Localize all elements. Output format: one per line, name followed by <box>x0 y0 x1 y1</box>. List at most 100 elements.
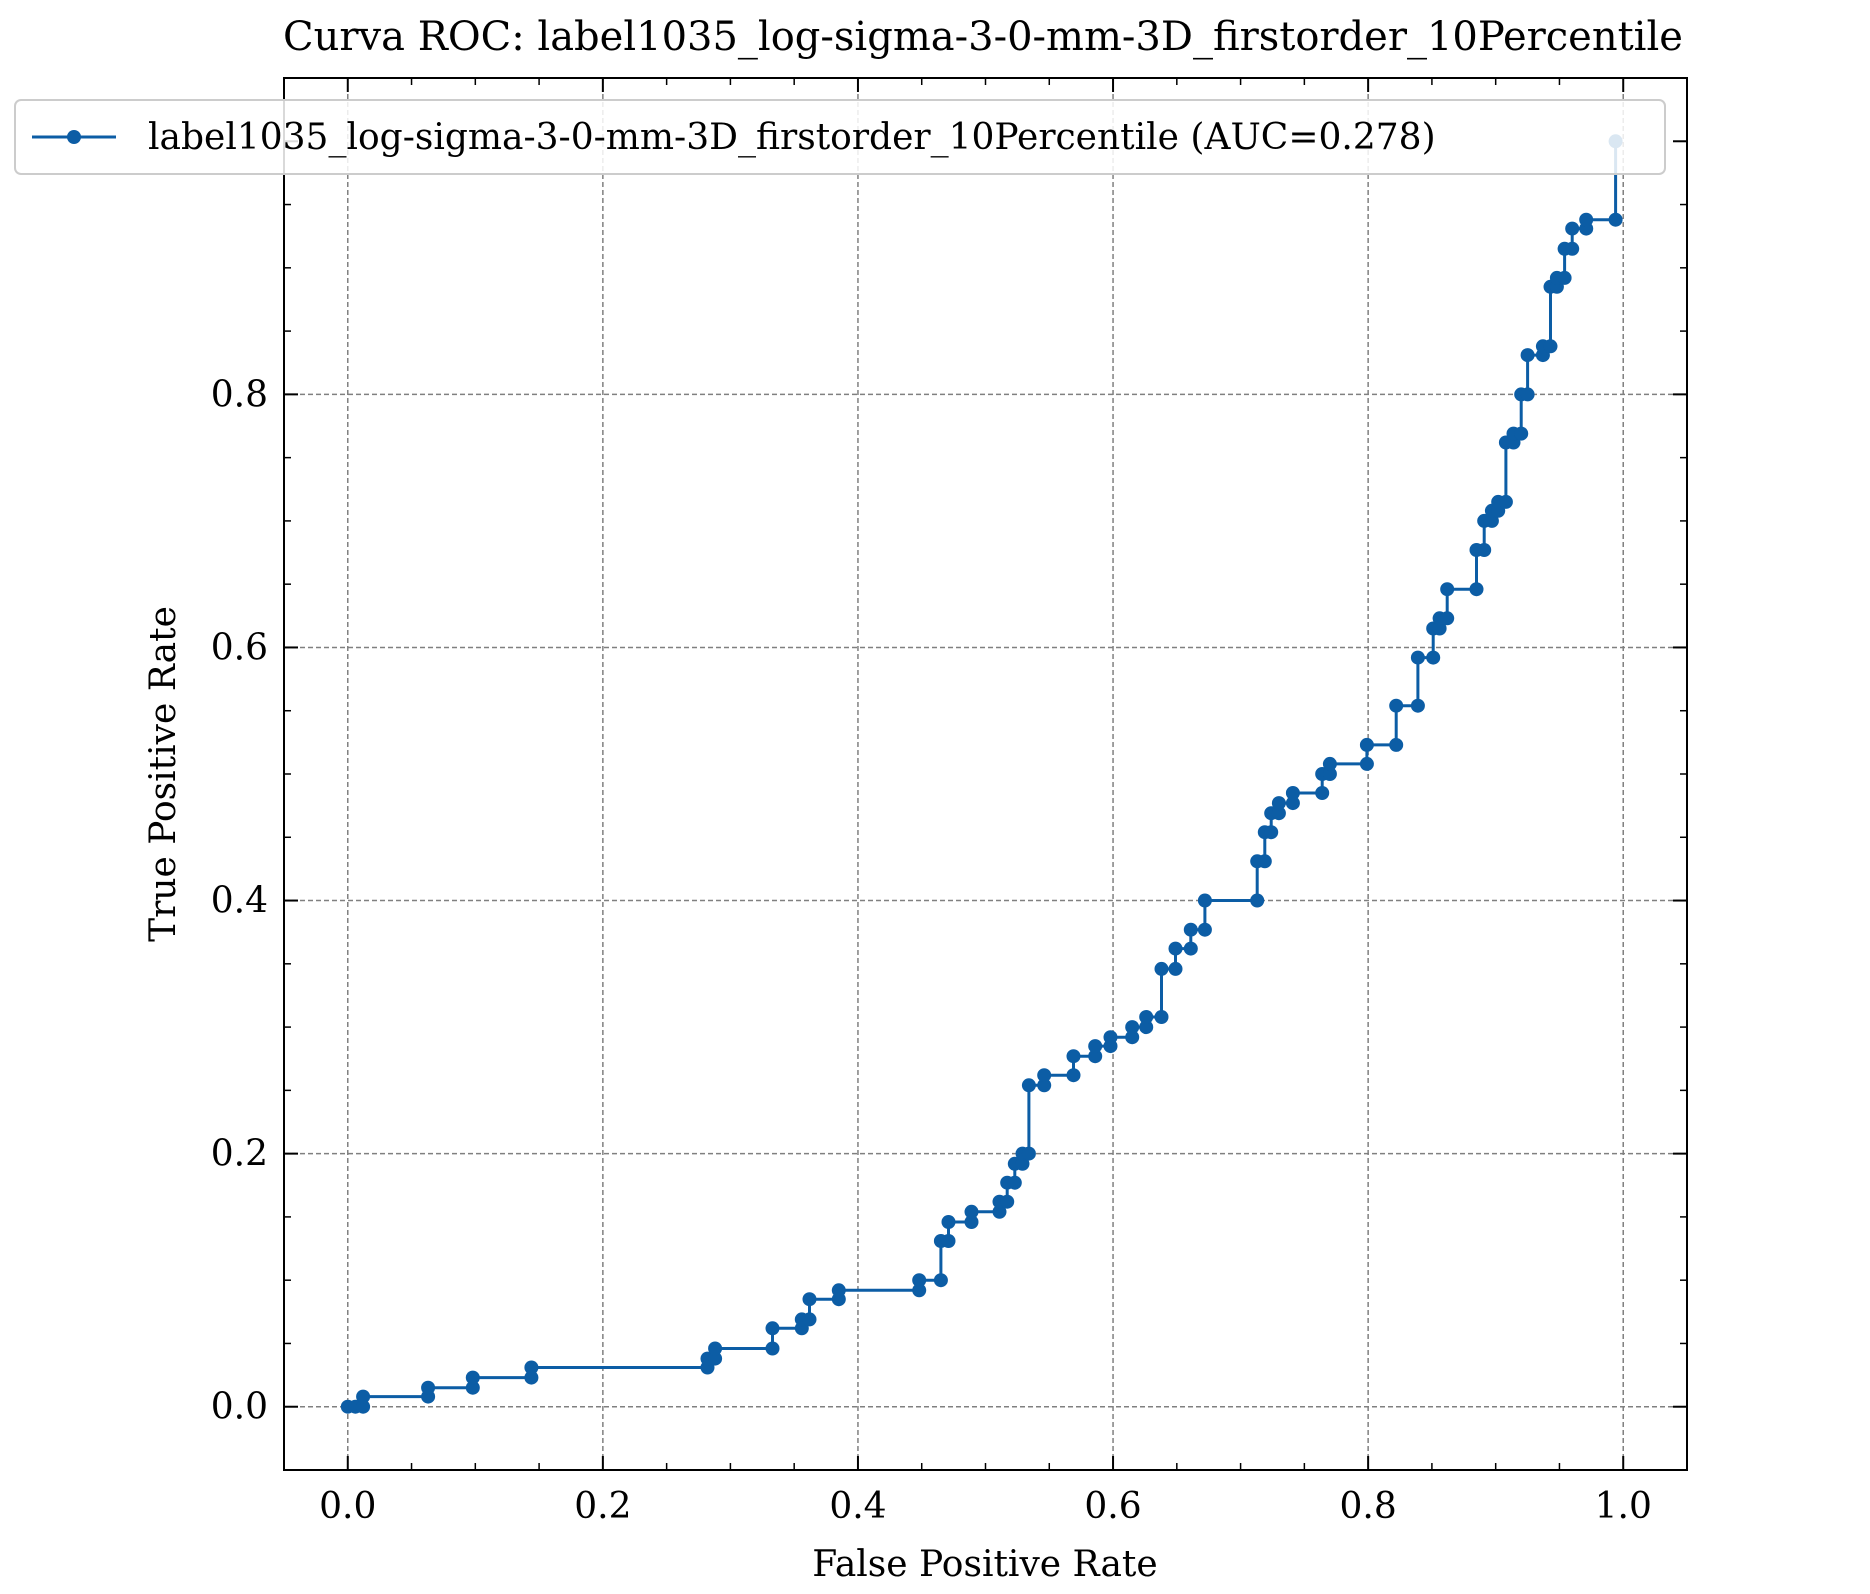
roc-curve-point <box>1565 221 1580 236</box>
roc-curve-point <box>765 1321 780 1336</box>
roc-curve-point <box>1257 854 1272 869</box>
roc-curve-point <box>765 1341 780 1356</box>
roc-curve-point <box>912 1273 927 1288</box>
x-tick-label: 0.6 <box>1084 1486 1141 1527</box>
roc-curve-point <box>1154 1010 1169 1024</box>
roc-curve-point <box>1440 582 1455 597</box>
roc-curve-point <box>1520 387 1535 402</box>
roc-curve-point <box>941 1234 956 1248</box>
roc-curve-point <box>941 1215 956 1229</box>
roc-curve-point <box>524 1360 539 1375</box>
roc-curve-point <box>1359 756 1374 771</box>
roc-curve-point <box>1139 1010 1154 1024</box>
x-tick-label: 0.0 <box>319 1486 376 1527</box>
roc-curve-point <box>1037 1068 1052 1083</box>
y-tick-label: 0.0 <box>211 1387 268 1428</box>
roc-curve-point <box>964 1215 979 1229</box>
roc-curve-point <box>1154 961 1169 976</box>
y-tick-label: 0.4 <box>211 881 268 922</box>
roc-curve-point <box>1322 767 1337 781</box>
legend: label1035_log-sigma-3-0-mm-3D_firstorder… <box>14 99 1666 175</box>
roc-curve-point <box>1426 650 1441 665</box>
legend-box <box>14 99 1666 175</box>
roc-curve-point <box>1359 737 1374 752</box>
roc-curve-point <box>1543 339 1558 354</box>
x-tick-labels: 0.0 0.2 0.4 0.6 0.8 1.0 <box>319 1486 1652 1527</box>
roc-curve-point <box>1557 270 1572 285</box>
y-axis-label: True Positive Rate <box>143 606 184 942</box>
roc-curve-point <box>1410 698 1425 713</box>
roc-curve-point <box>1037 1078 1052 1093</box>
plot-frame <box>283 77 1688 1471</box>
roc-curve-point <box>1066 1068 1081 1083</box>
roc-curve-point <box>1197 893 1212 908</box>
roc-curve-point <box>1477 543 1492 557</box>
roc-curve-point <box>1389 737 1404 752</box>
roc-curve-point <box>1021 1078 1036 1093</box>
chart-title: Curva ROC: label1035_log-sigma-3-0-mm-3D… <box>283 14 1683 60</box>
roc-curve-point <box>1183 922 1198 937</box>
x-tick-label: 1.0 <box>1595 1486 1652 1527</box>
roc-curve-point <box>1315 786 1330 800</box>
axis-ticks <box>284 77 1687 1471</box>
roc-curve-point <box>465 1380 480 1395</box>
roc-curve-point <box>1285 796 1300 811</box>
roc-curve-point <box>802 1292 817 1307</box>
roc-curve-point <box>708 1351 723 1366</box>
legend-marker-sample <box>67 130 81 144</box>
roc-curve-point <box>1125 1020 1140 1035</box>
x-tick-label: 0.2 <box>574 1486 631 1527</box>
x-axis-label: False Positive Rate <box>812 1544 1157 1585</box>
roc-curve-point <box>802 1312 817 1327</box>
y-tick-label: 0.6 <box>211 627 268 668</box>
roc-curve-point <box>1469 582 1484 597</box>
roc-curve-point <box>1285 786 1300 800</box>
roc-curve-point <box>831 1283 846 1298</box>
x-tick-label: 0.4 <box>829 1486 886 1527</box>
roc-curve-point <box>1565 241 1580 256</box>
roc-curve-point <box>1440 611 1455 626</box>
roc-curve-point <box>1015 1156 1030 1171</box>
roc-curve-point <box>1007 1175 1022 1190</box>
roc-curve-point <box>1514 426 1529 441</box>
roc-curve-line <box>347 141 1618 1409</box>
roc-curve-point <box>964 1204 979 1219</box>
roc-curve-point <box>1264 825 1279 840</box>
roc-curve-point <box>1322 756 1337 771</box>
legend-entry-label: label1035_log-sigma-3-0-mm-3D_firstorder… <box>148 117 1436 158</box>
roc-curve-point <box>524 1370 539 1385</box>
roc-curve-point <box>421 1380 436 1395</box>
roc-curve-point <box>1271 806 1286 821</box>
roc-curve-point <box>1410 650 1425 665</box>
y-tick-label: 0.2 <box>211 1134 268 1175</box>
roc-curve-point <box>356 1389 371 1404</box>
roc-curve-point <box>1608 212 1623 227</box>
roc-curve-point <box>992 1204 1007 1219</box>
roc-curve-point <box>465 1370 480 1385</box>
roc-curve-point <box>1197 922 1212 937</box>
roc-curve-point <box>1168 941 1183 956</box>
roc-curve-point <box>1168 961 1183 976</box>
roc-curve-point <box>1088 1039 1103 1054</box>
roc-curve-point <box>1432 621 1447 636</box>
roc-curve-point <box>1139 1020 1154 1035</box>
y-tick-labels: 0.0 0.2 0.4 0.6 0.8 <box>211 374 268 1427</box>
roc-curve-point <box>1183 941 1198 956</box>
roc-curve-point <box>1066 1049 1081 1064</box>
roc-curve-point <box>1498 494 1513 509</box>
roc-curve-point <box>1088 1049 1103 1064</box>
y-tick-label: 0.8 <box>211 374 268 415</box>
roc-curve-point <box>1579 212 1594 227</box>
roc-curve-point <box>1021 1146 1036 1161</box>
series-layer <box>340 134 1623 1414</box>
roc-curve-point <box>933 1273 948 1288</box>
roc-curve-point <box>912 1283 927 1298</box>
roc-curve-point <box>1271 796 1286 811</box>
roc-curve-point <box>1000 1194 1015 1209</box>
roc-curve-point <box>1520 348 1535 363</box>
roc-curve-point <box>1125 1030 1140 1045</box>
grid-lines <box>284 78 1687 1470</box>
roc-curve-point <box>1250 893 1265 908</box>
roc-curve-point <box>1103 1030 1118 1045</box>
